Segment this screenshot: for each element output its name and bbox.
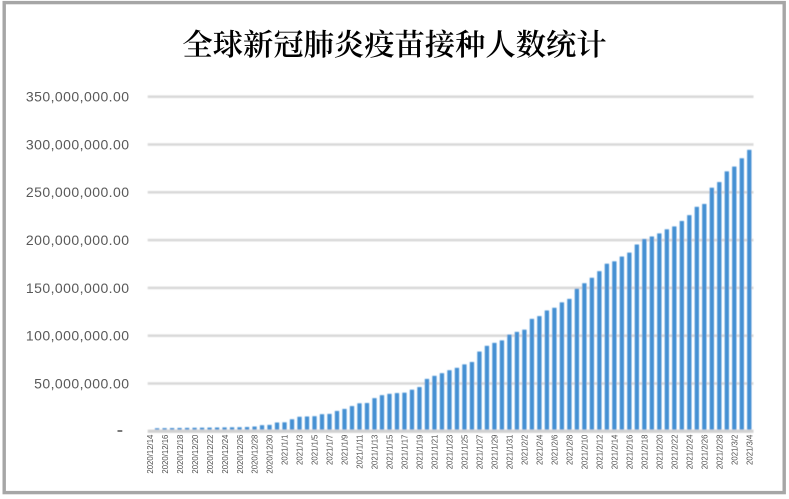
svg-text:2021/1/13: 2021/1/13 (371, 435, 380, 470)
svg-text:2021/2/10: 2021/2/10 (581, 434, 590, 469)
svg-text:2020/12/20: 2020/12/20 (191, 434, 200, 474)
svg-text:2021/1/5: 2021/1/5 (311, 434, 320, 465)
svg-text:300,000,000.00: 300,000,000.00 (26, 136, 130, 152)
svg-text:2021/1/15: 2021/1/15 (386, 434, 395, 469)
svg-text:2021/2/16: 2021/2/16 (626, 435, 635, 470)
svg-text:150,000,000.00: 150,000,000.00 (26, 280, 130, 296)
svg-text:2020/12/14: 2020/12/14 (146, 434, 155, 474)
svg-text:2020/12/26: 2020/12/26 (236, 435, 245, 474)
svg-text:200,000,000.00: 200,000,000.00 (26, 232, 130, 248)
svg-text:2020/12/16: 2020/12/16 (161, 435, 170, 474)
svg-text:2021/2/4: 2021/2/4 (536, 434, 545, 465)
svg-text:2021/1/29: 2021/1/29 (491, 435, 500, 470)
svg-text:2021/1/23: 2021/1/23 (446, 435, 455, 470)
svg-text:2020/12/24: 2020/12/24 (221, 434, 230, 474)
svg-text:2021/2/28: 2021/2/28 (716, 435, 725, 470)
svg-text:2021/1/19: 2021/1/19 (416, 435, 425, 470)
svg-text:2021/1/3: 2021/1/3 (296, 435, 305, 465)
svg-text:2021/2/24: 2021/2/24 (686, 434, 695, 469)
svg-text:2021/2/18: 2021/2/18 (641, 435, 650, 470)
svg-text:2021/2/26: 2021/2/26 (701, 435, 710, 470)
svg-text:2021/2/2: 2021/2/2 (521, 435, 530, 465)
svg-text:2021/1/17: 2021/1/17 (401, 435, 410, 470)
svg-text:2021/1/31: 2021/1/31 (506, 435, 515, 470)
svg-text:50,000,000.00: 50,000,000.00 (34, 375, 129, 391)
svg-text:250,000,000.00: 250,000,000.00 (26, 184, 130, 200)
svg-text:100,000,000.00: 100,000,000.00 (26, 328, 130, 344)
svg-text:2021/1/7: 2021/1/7 (326, 435, 335, 465)
svg-text:2021/1/25: 2021/1/25 (461, 434, 470, 469)
svg-text:2020/12/30: 2020/12/30 (266, 434, 275, 474)
svg-text:2021/3/2: 2021/3/2 (731, 435, 740, 465)
svg-text:2021/1/11: 2021/1/11 (356, 435, 365, 469)
svg-text:2021/2/12: 2021/2/12 (596, 435, 605, 470)
svg-text:2021/2/22: 2021/2/22 (671, 435, 680, 470)
svg-text:2021/1/27: 2021/1/27 (476, 435, 485, 470)
svg-text:2021/2/6: 2021/2/6 (551, 435, 560, 465)
svg-text:2021/1/1: 2021/1/1 (281, 435, 290, 465)
svg-text:2021/1/9: 2021/1/9 (341, 435, 350, 465)
svg-text:2021/2/14: 2021/2/14 (611, 434, 620, 469)
svg-text:2021/2/8: 2021/2/8 (566, 435, 575, 465)
svg-text:2021/1/21: 2021/1/21 (431, 435, 440, 470)
svg-text:2020/12/22: 2020/12/22 (206, 435, 215, 474)
svg-text:2021/3/4: 2021/3/4 (746, 434, 755, 465)
svg-text:2020/12/18: 2020/12/18 (176, 435, 185, 474)
svg-text:350,000,000.00: 350,000,000.00 (26, 89, 130, 105)
svg-text:2020/12/28: 2020/12/28 (251, 435, 260, 474)
svg-text:2021/2/20: 2021/2/20 (656, 434, 665, 469)
